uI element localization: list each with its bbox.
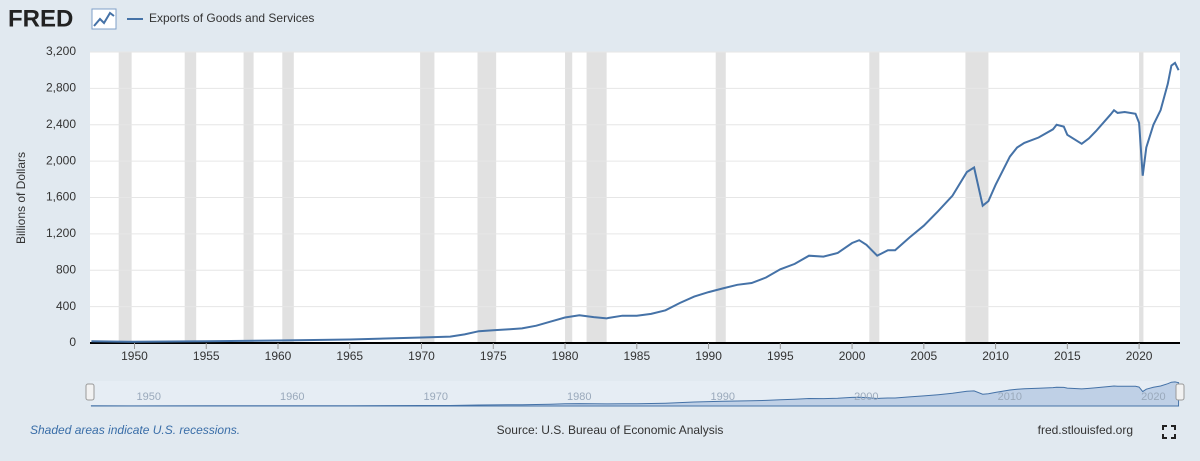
footer-note: Shaded areas indicate U.S. recessions. bbox=[30, 423, 240, 437]
x-tick-label: 2010 bbox=[982, 349, 1009, 363]
x-tick-label: 1965 bbox=[336, 349, 363, 363]
x-tick-label: 1970 bbox=[408, 349, 435, 363]
navigator-handle[interactable] bbox=[85, 383, 95, 401]
y-tick-label: 800 bbox=[56, 262, 76, 276]
x-tick-label: 1980 bbox=[552, 349, 579, 363]
x-tick-label: 2000 bbox=[839, 349, 866, 363]
navigator-area bbox=[90, 381, 1180, 407]
y-tick-label: 1,600 bbox=[46, 190, 76, 204]
y-axis-label: Billions of Dollars bbox=[14, 152, 28, 244]
logo-icon bbox=[91, 8, 117, 30]
x-tick-label: 2005 bbox=[910, 349, 937, 363]
x-tick-label: 1975 bbox=[480, 349, 507, 363]
x-tick-label: 1950 bbox=[121, 349, 148, 363]
y-tick-label: 1,200 bbox=[46, 226, 76, 240]
navigator-label: 1950 bbox=[136, 391, 160, 403]
x-tick-label: 1955 bbox=[193, 349, 220, 363]
navigator-label: 2020 bbox=[1141, 391, 1165, 403]
navigator-handle[interactable] bbox=[1175, 383, 1185, 401]
fullscreen-icon[interactable] bbox=[1162, 425, 1176, 439]
navigator-label: 1970 bbox=[424, 391, 448, 403]
legend-label: Exports of Goods and Services bbox=[149, 11, 314, 25]
y-tick-label: 2,800 bbox=[46, 81, 76, 95]
series-line bbox=[91, 61, 1180, 343]
navigator-label: 1980 bbox=[567, 391, 591, 403]
navigator-label: 1990 bbox=[711, 391, 735, 403]
y-tick-label: 2,000 bbox=[46, 153, 76, 167]
footer-site: fred.stlouisfed.org bbox=[1038, 423, 1133, 437]
logo: FRED bbox=[8, 5, 73, 32]
x-tick-label: 2015 bbox=[1054, 349, 1081, 363]
x-tick-label: 1995 bbox=[767, 349, 794, 363]
x-tick-label: 2020 bbox=[1126, 349, 1153, 363]
x-tick-label: 1985 bbox=[623, 349, 650, 363]
x-tick-label: 1960 bbox=[265, 349, 292, 363]
y-tick-label: 2,400 bbox=[46, 117, 76, 131]
navigator-label: 2000 bbox=[854, 391, 878, 403]
footer-source: Source: U.S. Bureau of Economic Analysis bbox=[497, 423, 724, 437]
y-tick-label: 3,200 bbox=[46, 44, 76, 58]
y-tick-label: 400 bbox=[56, 299, 76, 313]
navigator-label: 1960 bbox=[280, 391, 304, 403]
navigator-label: 2010 bbox=[998, 391, 1022, 403]
y-tick-label: 0 bbox=[69, 335, 76, 349]
x-tick-label: 1990 bbox=[695, 349, 722, 363]
